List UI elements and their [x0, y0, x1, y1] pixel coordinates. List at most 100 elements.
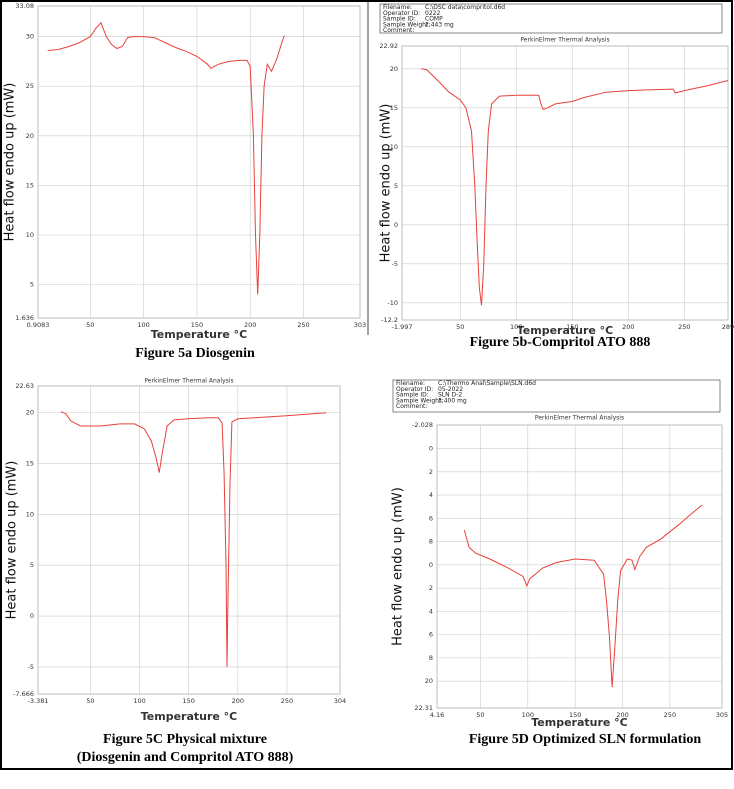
y-tick-label: 20 — [390, 65, 398, 73]
x-tick-label: 250 — [297, 321, 309, 329]
x-tick-label: 50 — [456, 323, 464, 331]
outer-border — [0, 0, 733, 770]
dsc-curve — [463, 504, 703, 688]
info-value: 05-2022 — [438, 386, 463, 393]
y-tick-label: 15 — [26, 181, 34, 189]
y-tick-label: 22.63 — [15, 382, 34, 390]
info-key: Filename: — [383, 4, 412, 11]
x-tick-label: 50 — [476, 711, 484, 719]
x-tick-label: 50 — [86, 697, 94, 705]
y-axis-label: Heat flow endo up (mW) — [379, 104, 394, 263]
caption: Figure 5a Diosgenin — [135, 346, 255, 361]
x-axis-label: Temperature °C — [517, 324, 614, 337]
plot-area — [436, 424, 723, 709]
info-key: Comment: — [396, 403, 427, 410]
caption: Figure 5C Physical mixture — [103, 732, 267, 747]
y-tick-label: 15 — [390, 104, 398, 112]
info-key: Operator ID: — [383, 10, 420, 17]
x-tick-label: 0.9083 — [27, 321, 50, 329]
x-tick-label: 150 — [191, 321, 203, 329]
y-tick-label: 0 — [429, 561, 433, 569]
y-axis-label: Heat flow endo up (mW) — [5, 461, 20, 620]
y-tick-label: 2 — [429, 468, 433, 476]
x-axis-label: Temperature °C — [531, 716, 628, 729]
info-key: Filename: — [396, 380, 425, 387]
y-tick-label: 20 — [26, 132, 34, 140]
y-tick-label: 0 — [30, 612, 34, 620]
info-value: SLN D-2 — [438, 392, 462, 399]
plot-title: PerkinElmer Thermal Analysis — [535, 415, 624, 422]
y-tick-label: 10 — [26, 231, 34, 239]
info-value: 3.400 mg — [438, 397, 467, 404]
y-tick-label: 4 — [429, 491, 433, 499]
plot-title: PerkinElmer Thermal Analysis — [144, 378, 233, 385]
y-axis-label: Heat flow endo up (mW) — [3, 83, 18, 242]
caption: Figure 5D Optimized SLN formulation — [469, 732, 702, 747]
info-key: Comment: — [383, 27, 414, 34]
x-tick-label: 150 — [569, 711, 581, 719]
y-tick-label: 5 — [30, 561, 34, 569]
caption: (Diosgenin and Compritol ATO 888) — [77, 750, 294, 765]
y-tick-label: 33.08 — [15, 2, 34, 10]
info-value: 2.443 mg — [425, 21, 454, 28]
x-tick-label: 289 — [722, 323, 734, 331]
info-key: Sample Weight: — [396, 397, 443, 404]
x-tick-label: 200 — [244, 321, 256, 329]
y-tick-label: 8 — [429, 538, 433, 546]
info-value: 0222 — [425, 10, 440, 17]
y-tick-label: 22.31 — [414, 704, 433, 712]
x-tick-label: 100 — [137, 321, 149, 329]
x-tick-label: -3.381 — [28, 697, 49, 705]
info-box — [379, 3, 723, 34]
y-tick-label: 8 — [429, 654, 433, 662]
y-tick-label: -5 — [28, 663, 34, 671]
info-box — [392, 379, 721, 413]
info-key: Sample Weight: — [383, 21, 430, 28]
y-tick-label: 10 — [390, 143, 398, 151]
y-tick-label: -7.666 — [13, 690, 34, 698]
y-tick-label: 22.92 — [379, 42, 398, 50]
info-value: C:\Thermo Anal\Sample\SLN.d6d — [438, 380, 536, 387]
x-tick-label: 150 — [566, 323, 578, 331]
x-tick-label: -1.997 — [392, 323, 413, 331]
plot-area — [37, 5, 361, 319]
plot-area — [37, 385, 341, 695]
x-tick-label: 100 — [510, 323, 522, 331]
x-tick-label: 200 — [232, 697, 244, 705]
x-tick-label: 305 — [716, 711, 728, 719]
x-tick-label: 250 — [281, 697, 293, 705]
x-tick-label: 250 — [678, 323, 690, 331]
info-key: Sample ID: — [383, 16, 416, 23]
dsc-curve — [47, 21, 285, 295]
y-tick-label: 6 — [429, 631, 433, 639]
info-key: Operator ID: — [396, 386, 433, 393]
y-tick-label: -5 — [392, 260, 398, 268]
y-tick-label: 20 — [425, 677, 433, 685]
x-tick-label: 50 — [86, 321, 94, 329]
x-tick-label: 100 — [133, 697, 145, 705]
x-tick-label: 200 — [616, 711, 628, 719]
y-tick-label: -10 — [387, 299, 398, 307]
x-tick-label: 200 — [622, 323, 634, 331]
y-axis-label: Heat flow endo up (mW) — [391, 487, 406, 646]
y-tick-label: 5 — [394, 182, 398, 190]
info-value: COMP — [425, 16, 443, 23]
x-tick-label: 303 — [354, 321, 366, 329]
plot-area — [401, 45, 729, 321]
info-key: Sample ID: — [396, 392, 429, 399]
caption: Figure 5b-Compritol ATO 888 — [470, 335, 651, 350]
info-value: C:\DSC data\compritol.d6d — [425, 4, 505, 11]
dsc-curve — [60, 411, 327, 667]
plot-title: PerkinElmer Thermal Analysis — [520, 37, 609, 44]
y-tick-label: 30 — [26, 33, 34, 41]
y-tick-label: 0 — [394, 221, 398, 229]
dsc-curve — [420, 68, 729, 306]
y-tick-label: 6 — [429, 514, 433, 522]
x-tick-label: 150 — [182, 697, 194, 705]
y-tick-label: 4 — [429, 607, 433, 615]
y-tick-label: 10 — [26, 510, 34, 518]
x-axis-label: Temperature °C — [141, 710, 238, 723]
y-tick-label: 1.636 — [15, 314, 34, 322]
x-tick-label: 100 — [522, 711, 534, 719]
